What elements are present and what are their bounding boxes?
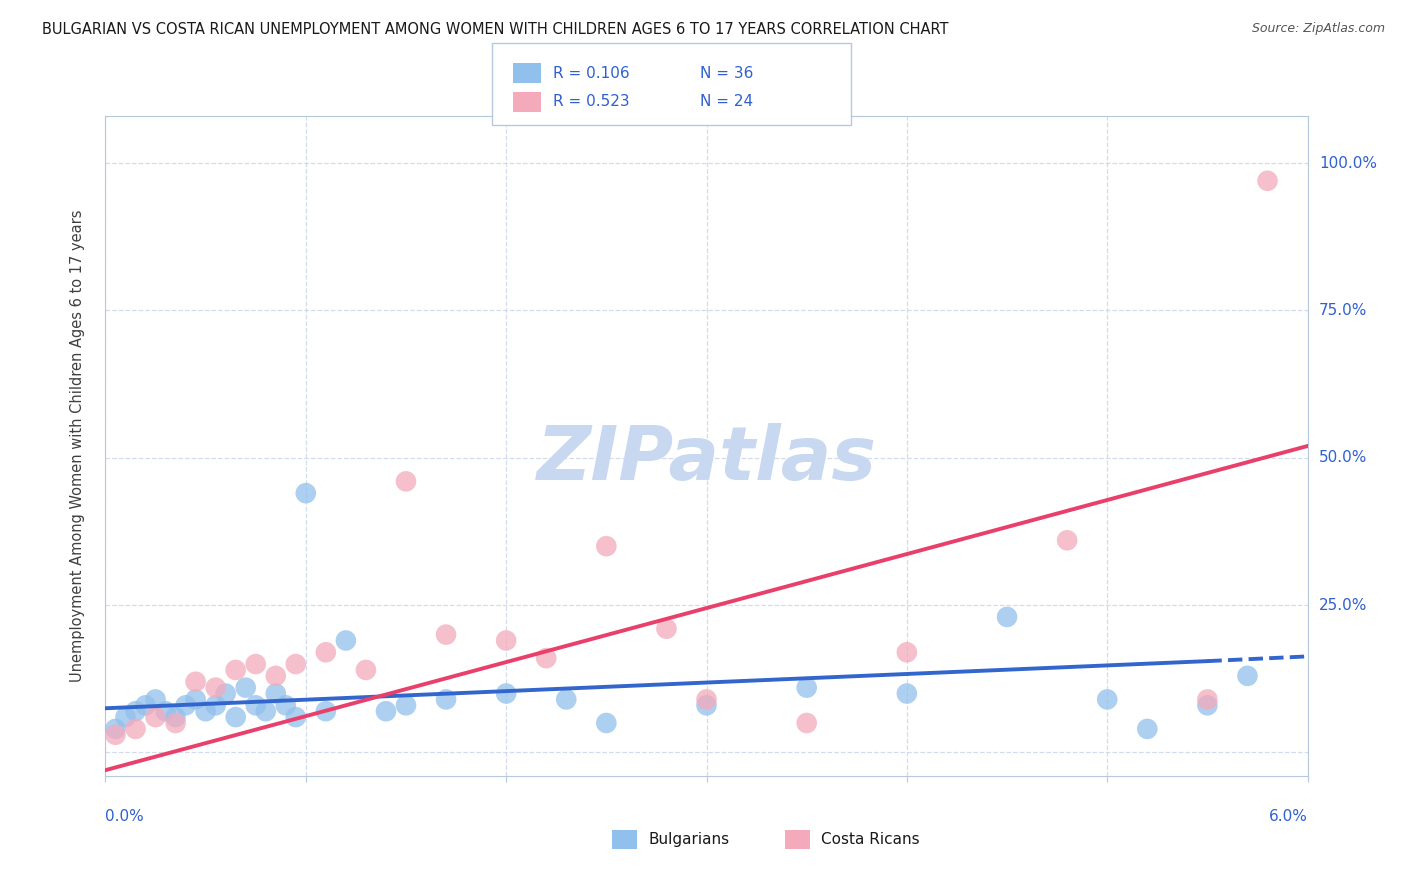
Point: [124, 722, 146, 736]
Point: [254, 704, 277, 718]
Point: [225, 710, 247, 724]
Point: [534, 651, 557, 665]
Point: [315, 645, 337, 659]
Point: [204, 698, 226, 713]
Point: [284, 657, 307, 671]
Point: [165, 716, 187, 731]
Point: [1236, 669, 1258, 683]
Point: [245, 698, 267, 713]
Text: N = 24: N = 24: [700, 95, 754, 109]
Point: [354, 663, 377, 677]
Point: [184, 674, 207, 689]
Text: Costa Ricans: Costa Ricans: [821, 832, 920, 847]
Text: BULGARIAN VS COSTA RICAN UNEMPLOYMENT AMONG WOMEN WITH CHILDREN AGES 6 TO 17 YEA: BULGARIAN VS COSTA RICAN UNEMPLOYMENT AM…: [42, 22, 949, 37]
Point: [165, 710, 187, 724]
Point: [695, 698, 717, 713]
Point: [434, 692, 457, 706]
Text: R = 0.106: R = 0.106: [553, 66, 628, 80]
Point: [145, 692, 167, 706]
Point: [214, 687, 236, 701]
Text: 6.0%: 6.0%: [1268, 809, 1308, 823]
Point: [184, 692, 207, 706]
Y-axis label: Unemployment Among Women with Children Ages 6 to 17 years: Unemployment Among Women with Children A…: [70, 210, 84, 682]
Point: [1256, 174, 1278, 188]
Point: [274, 698, 297, 713]
Text: 100.0%: 100.0%: [1319, 155, 1376, 170]
Text: Source: ZipAtlas.com: Source: ZipAtlas.com: [1251, 22, 1385, 36]
Point: [495, 687, 517, 701]
Point: [104, 728, 127, 742]
Point: [104, 722, 127, 736]
Point: [1197, 692, 1219, 706]
Text: 25.0%: 25.0%: [1319, 598, 1367, 613]
Point: [114, 710, 136, 724]
Point: [235, 681, 257, 695]
Point: [1197, 698, 1219, 713]
Point: [896, 645, 918, 659]
Point: [896, 687, 918, 701]
Point: [294, 486, 316, 500]
Point: [595, 716, 617, 731]
Point: [135, 698, 157, 713]
Point: [1136, 722, 1159, 736]
Point: [245, 657, 267, 671]
Text: 75.0%: 75.0%: [1319, 303, 1367, 318]
Text: R = 0.523: R = 0.523: [553, 95, 628, 109]
Point: [225, 663, 247, 677]
Point: [995, 610, 1018, 624]
Point: [655, 622, 678, 636]
Text: 0.0%: 0.0%: [105, 809, 145, 823]
Point: [395, 475, 418, 489]
Point: [145, 710, 167, 724]
Point: [264, 687, 287, 701]
Point: [124, 704, 146, 718]
Text: ZIPatlas: ZIPatlas: [537, 423, 876, 496]
Point: [264, 669, 287, 683]
Point: [695, 692, 717, 706]
Point: [374, 704, 396, 718]
Point: [796, 681, 818, 695]
Point: [555, 692, 578, 706]
Point: [495, 633, 517, 648]
Point: [595, 539, 617, 553]
Point: [315, 704, 337, 718]
Point: [1097, 692, 1119, 706]
Point: [174, 698, 197, 713]
Point: [395, 698, 418, 713]
Point: [194, 704, 217, 718]
Text: 50.0%: 50.0%: [1319, 450, 1367, 466]
Point: [1056, 533, 1078, 548]
Text: Bulgarians: Bulgarians: [648, 832, 730, 847]
Point: [284, 710, 307, 724]
Point: [204, 681, 226, 695]
Point: [796, 716, 818, 731]
Point: [434, 627, 457, 641]
Point: [155, 704, 177, 718]
Text: N = 36: N = 36: [700, 66, 754, 80]
Point: [335, 633, 357, 648]
